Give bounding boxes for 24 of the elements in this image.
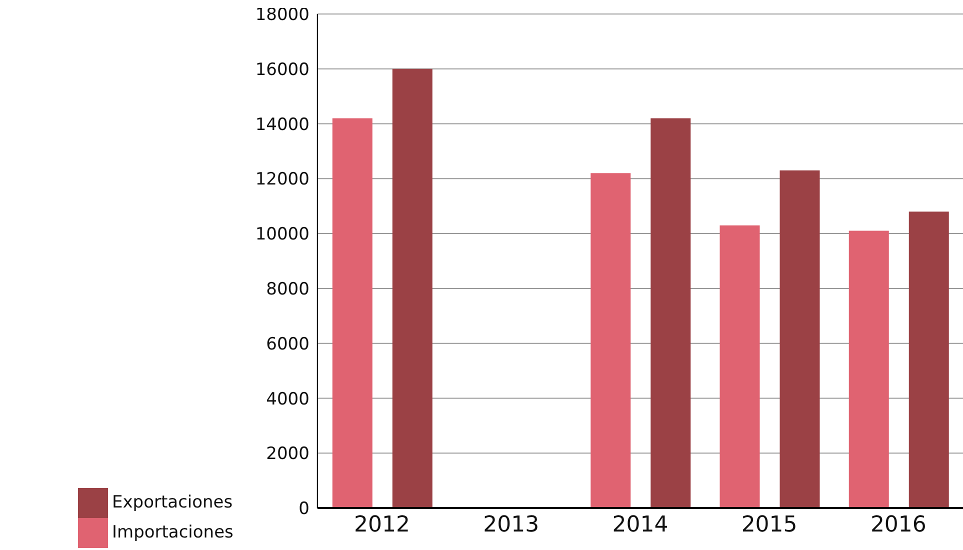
y-tick-label: 12000: [255, 170, 310, 190]
bar: [848, 230, 889, 508]
y-tick-label: 16000: [255, 60, 310, 80]
x-tick-label: 2013: [483, 512, 540, 538]
bar: [590, 173, 631, 508]
bar: [908, 212, 949, 508]
bar: [780, 170, 820, 508]
bar: [392, 68, 432, 508]
legend-label: Importaciones: [112, 522, 234, 543]
y-tick-label: 4000: [266, 389, 310, 410]
x-tick-label: 2014: [612, 512, 668, 538]
y-tick-label: 6000: [266, 334, 310, 354]
y-tick-label: 0: [298, 499, 310, 520]
x-tick-label: 2016: [870, 512, 926, 538]
y-tick-label: 2000: [266, 444, 310, 464]
bar: [720, 225, 760, 508]
y-tick-label: 10000: [255, 224, 310, 245]
bar: [332, 118, 372, 508]
y-tick-label: 14000: [255, 114, 310, 135]
x-tick-label: 2012: [354, 512, 410, 538]
bar: [650, 118, 691, 508]
legend-label: Exportaciones: [112, 492, 233, 513]
y-tick-label: 8000: [266, 279, 310, 300]
x-tick-label: 2015: [741, 512, 798, 538]
